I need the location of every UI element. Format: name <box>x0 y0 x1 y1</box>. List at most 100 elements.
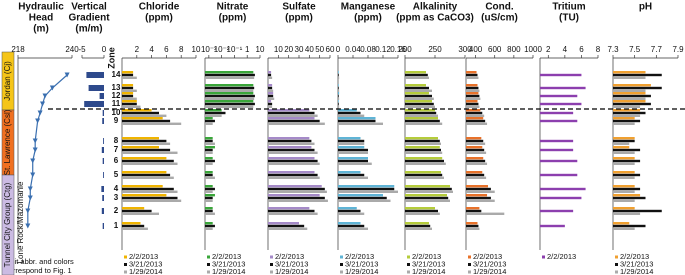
bar <box>466 105 480 108</box>
bar <box>466 109 481 112</box>
legend-label: 1/29/2014 <box>412 267 445 275</box>
gradient-bar <box>99 93 104 99</box>
x-tick-label: 0 <box>102 45 107 54</box>
bar <box>268 190 327 193</box>
bar <box>268 109 310 112</box>
bar <box>205 212 215 215</box>
bar <box>338 199 391 202</box>
bar <box>405 159 444 163</box>
bar <box>466 171 483 174</box>
legend-swatch <box>542 255 545 259</box>
bar <box>613 137 635 140</box>
bar <box>466 89 480 92</box>
bar <box>540 94 578 98</box>
gradient-bar <box>102 195 104 201</box>
head-marker <box>27 186 33 192</box>
x-tick-label: 300 <box>458 45 472 54</box>
x-tick-label: 8 <box>179 45 184 54</box>
bar <box>268 196 325 200</box>
bar <box>338 105 340 108</box>
x-tick-label: 10 <box>256 45 265 54</box>
bar <box>338 92 340 95</box>
bar <box>338 97 340 100</box>
bar <box>405 137 438 140</box>
bar <box>268 207 310 210</box>
zone-label: 7 <box>114 145 119 154</box>
bar <box>122 146 159 149</box>
legend-swatch <box>340 255 343 259</box>
bar <box>338 209 361 213</box>
bar <box>338 109 357 112</box>
bar <box>338 86 339 90</box>
bar <box>205 119 215 123</box>
legend-swatch <box>207 270 210 274</box>
bar <box>268 92 274 95</box>
bar <box>205 111 226 115</box>
bar <box>205 97 255 100</box>
gradient-bar <box>101 186 104 192</box>
bar <box>613 207 635 210</box>
bar <box>268 76 273 79</box>
bar <box>205 159 215 163</box>
bar <box>466 117 484 120</box>
head-marker <box>42 93 48 99</box>
legend-swatch <box>270 270 273 274</box>
bar <box>122 137 159 140</box>
panel-title: (ppm) <box>145 13 173 24</box>
bar <box>466 173 485 177</box>
bar <box>205 114 222 117</box>
bar <box>540 73 582 77</box>
bar <box>405 173 443 177</box>
legend-swatch <box>124 255 127 259</box>
bar <box>466 94 480 98</box>
x-tick-label: 2 <box>546 45 551 54</box>
legend-label: 2/2/2013 <box>620 252 649 261</box>
bar <box>338 119 376 123</box>
bar <box>122 139 167 143</box>
legend-swatch <box>407 270 410 274</box>
bar <box>405 92 429 95</box>
legend-label: 3/21/2013 <box>275 259 308 268</box>
panel-title: Sulfate <box>282 2 316 13</box>
bar <box>405 142 441 145</box>
bar <box>205 92 254 95</box>
legend-swatch <box>468 263 471 266</box>
bar <box>613 176 635 179</box>
bar <box>338 196 387 200</box>
bar <box>268 199 328 202</box>
bar <box>405 100 432 103</box>
legend-label: 3/21/2013 <box>129 259 162 268</box>
x-tick-label: 7.9 <box>672 45 684 54</box>
legend-label: 3/21/2013 <box>412 259 445 268</box>
gradient-bar <box>103 172 104 178</box>
bar <box>405 109 435 112</box>
panel-title: Hydraulic <box>18 2 64 13</box>
bar <box>205 86 255 90</box>
panel-title: Manganese <box>341 2 396 13</box>
bar <box>540 196 582 200</box>
bar <box>540 173 578 177</box>
bar <box>338 222 361 225</box>
x-tick-label: 6 <box>164 45 169 54</box>
bar <box>338 139 365 143</box>
x-tick-label: 7.5 <box>629 45 641 54</box>
bar <box>466 157 484 160</box>
bar <box>613 114 641 117</box>
head-marker <box>30 172 36 178</box>
legend-label: 2/2/2013 <box>212 252 241 261</box>
bar <box>122 122 182 125</box>
bar <box>122 89 137 92</box>
bar <box>122 114 167 117</box>
bar <box>122 117 163 120</box>
bar <box>405 122 443 125</box>
bar <box>205 190 213 193</box>
x-tick-label: 0 <box>336 45 341 54</box>
x-tick-label: 800 <box>507 45 521 54</box>
unit-label: Jordan (Cj) <box>3 61 12 101</box>
bar <box>205 117 213 120</box>
panel-title: Cond. <box>485 2 514 13</box>
head-marker <box>27 195 33 201</box>
x-tick-label: -5 <box>78 45 86 54</box>
bar <box>122 84 134 87</box>
bar <box>122 171 167 174</box>
